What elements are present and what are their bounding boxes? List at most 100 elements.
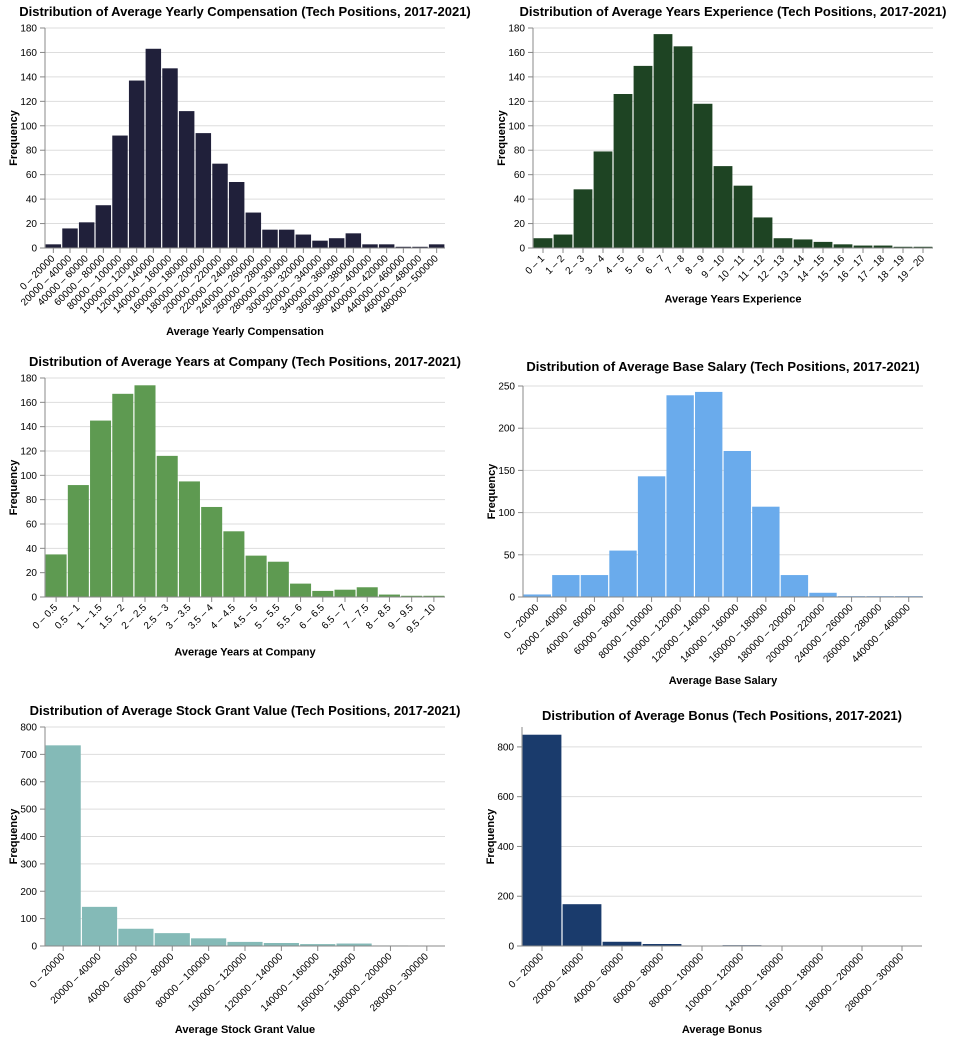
- bar: [227, 942, 262, 946]
- y-tick-label: 0: [519, 244, 525, 255]
- bar: [268, 562, 289, 597]
- y-axis-title: Frequency: [496, 109, 508, 166]
- bar: [609, 551, 636, 597]
- y-tick-label: 120: [508, 97, 525, 108]
- histogram-chart-4: Distribution of Average Base Salary (Tec…: [486, 359, 923, 687]
- x-tick-label: 3 – 4: [584, 253, 608, 277]
- bar: [654, 34, 673, 248]
- y-axis-title: Frequency: [486, 463, 498, 520]
- chart-title: Distribution of Average Bonus (Tech Posi…: [542, 708, 902, 723]
- bar: [201, 507, 222, 597]
- y-tick-label: 140: [508, 72, 525, 83]
- bar: [155, 933, 190, 946]
- bar: [379, 244, 394, 248]
- bar: [212, 164, 227, 248]
- bar: [118, 929, 153, 946]
- y-tick-label: 150: [498, 466, 515, 477]
- bar: [229, 182, 244, 248]
- x-axis-title: Average Years at Company: [174, 646, 316, 658]
- y-tick-label: 400: [497, 842, 514, 853]
- bar: [134, 385, 155, 597]
- bar: [46, 554, 67, 597]
- bar: [279, 230, 294, 248]
- bar: [334, 590, 355, 597]
- bar: [694, 104, 713, 248]
- x-axis-title: Average Base Salary: [669, 675, 778, 687]
- y-tick-label: 100: [20, 121, 37, 132]
- y-axis-title: Frequency: [8, 459, 20, 516]
- bar: [594, 151, 613, 248]
- bar: [674, 46, 693, 248]
- y-tick-label: 700: [20, 750, 37, 761]
- y-tick-label: 250: [498, 382, 515, 393]
- x-axis-title: Average Years Experience: [665, 293, 802, 305]
- chart-title: Distribution of Average Yearly Compensat…: [19, 4, 471, 19]
- y-tick-label: 800: [497, 742, 514, 753]
- x-tick-label: 40000 – 60000: [544, 602, 599, 657]
- bar: [96, 205, 111, 248]
- bar: [574, 189, 593, 248]
- bar: [357, 587, 378, 597]
- bar: [191, 938, 226, 946]
- y-tick-label: 300: [20, 859, 37, 870]
- x-tick-label: 0 – 20000: [507, 951, 547, 991]
- y-tick-label: 120: [20, 447, 37, 458]
- y-tick-label: 100: [508, 121, 525, 132]
- bar: [724, 451, 751, 597]
- y-tick-label: 40: [514, 195, 526, 206]
- bar: [296, 235, 311, 248]
- bar: [429, 244, 444, 248]
- x-axis-title: Average Yearly Compensation: [166, 326, 324, 338]
- bar: [129, 81, 144, 248]
- y-tick-label: 600: [20, 777, 37, 788]
- y-tick-label: 0: [508, 942, 514, 953]
- y-tick-label: 120: [20, 97, 37, 108]
- y-axis-title: Frequency: [8, 109, 20, 166]
- bar: [246, 556, 267, 597]
- bar: [362, 244, 377, 248]
- x-tick-label: 60000 – 80000: [572, 602, 627, 657]
- bar: [794, 239, 813, 248]
- bar: [157, 456, 178, 597]
- bar: [312, 241, 327, 248]
- x-tick-label: 2 – 3: [564, 253, 588, 277]
- histogram-chart-2: Distribution of Average Years Experience…: [496, 4, 947, 305]
- bar: [246, 213, 261, 248]
- y-tick-label: 80: [26, 495, 38, 506]
- y-tick-label: 180: [508, 24, 525, 35]
- bar: [774, 238, 793, 248]
- y-tick-label: 80: [26, 146, 38, 157]
- y-tick-label: 40: [26, 195, 38, 206]
- y-tick-label: 20: [26, 219, 38, 230]
- x-tick-label: 5 – 6: [624, 253, 648, 277]
- y-tick-label: 60: [26, 520, 38, 531]
- y-tick-label: 800: [20, 723, 37, 734]
- bar: [695, 392, 722, 597]
- histogram-chart-6: Distribution of Average Bonus (Tech Posi…: [485, 708, 922, 1036]
- bar: [290, 584, 311, 597]
- bar: [82, 907, 117, 946]
- y-tick-label: 160: [20, 398, 37, 409]
- y-tick-label: 600: [497, 792, 514, 803]
- bar: [752, 507, 779, 597]
- y-tick-label: 180: [20, 24, 37, 35]
- y-tick-label: 0: [509, 593, 515, 604]
- chart-title: Distribution of Average Years Experience…: [520, 4, 947, 19]
- x-tick-label: 20000 – 40000: [515, 602, 570, 657]
- bar: [329, 238, 344, 248]
- y-tick-label: 500: [20, 805, 37, 816]
- histogram-chart-1: Distribution of Average Yearly Compensat…: [8, 4, 471, 338]
- y-tick-label: 20: [26, 568, 38, 579]
- chart-title: Distribution of Average Stock Grant Valu…: [30, 703, 461, 718]
- bar: [46, 244, 61, 248]
- bar: [734, 186, 753, 248]
- y-tick-label: 60: [26, 170, 38, 181]
- x-tick-label: 7 – 8: [664, 253, 688, 277]
- y-tick-label: 60: [514, 170, 526, 181]
- bar: [179, 111, 194, 248]
- bar: [754, 217, 773, 248]
- bar: [666, 395, 693, 597]
- y-tick-label: 0: [31, 593, 37, 604]
- bar: [179, 481, 200, 597]
- y-tick-label: 160: [20, 48, 37, 59]
